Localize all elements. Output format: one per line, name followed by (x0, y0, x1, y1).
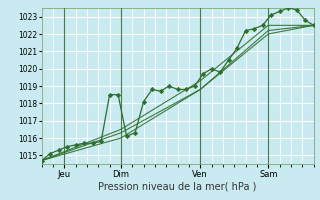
X-axis label: Pression niveau de la mer( hPa ): Pression niveau de la mer( hPa ) (99, 181, 257, 191)
